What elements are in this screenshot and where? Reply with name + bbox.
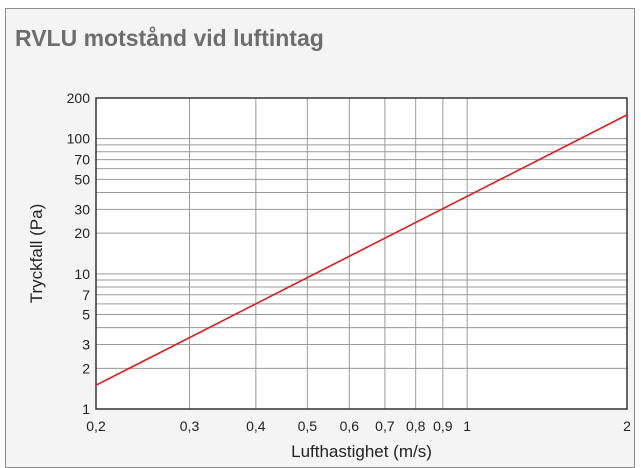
x-tick-label: 0,2 — [86, 418, 106, 434]
y-tick-label: 200 — [67, 90, 91, 106]
y-tick-label: 100 — [67, 131, 91, 147]
y-tick-label: 70 — [74, 152, 90, 168]
x-tick-label: 0,9 — [433, 418, 453, 434]
y-tick-label: 10 — [74, 266, 90, 282]
y-tick-label: 3 — [82, 337, 90, 353]
x-tick-label: 0,4 — [246, 418, 266, 434]
x-tick-label: 2 — [623, 418, 631, 434]
y-tick-labels: 1 2 3 5 7 10 20 30 50 70 100 200 — [67, 90, 91, 417]
y-tick-label: 30 — [74, 201, 90, 217]
series-group — [95, 114, 628, 386]
y-tick-label: 7 — [82, 287, 90, 303]
y-tick-label: 20 — [74, 225, 90, 241]
series-line — [95, 114, 628, 386]
y-tick-label: 50 — [74, 171, 90, 187]
x-tick-labels: 0,2 0,3 0,4 0,5 0,6 0,7 0,8 0,9 1 2 — [86, 418, 631, 434]
x-tick-label: 0,7 — [375, 418, 395, 434]
y-tick-label: 2 — [82, 360, 90, 376]
chart-title: RVLU motstånd vid luftintag — [15, 25, 324, 51]
grid-lines — [96, 98, 627, 409]
x-tick-label: 0,5 — [298, 418, 318, 434]
x-tick-label: 0,6 — [340, 418, 360, 434]
y-axis-label: Tryckfall (Pa) — [27, 204, 46, 304]
y-tick-label: 1 — [82, 401, 90, 417]
x-tick-label: 0,8 — [406, 418, 426, 434]
plot-area-background — [96, 98, 627, 409]
y-tick-label: 5 — [82, 307, 90, 323]
x-tick-label: 1 — [463, 418, 471, 434]
plot-area-frame — [95, 97, 628, 410]
x-axis-label: Lufthastighet (m/s) — [291, 442, 432, 461]
x-tick-label: 0,3 — [180, 418, 200, 434]
